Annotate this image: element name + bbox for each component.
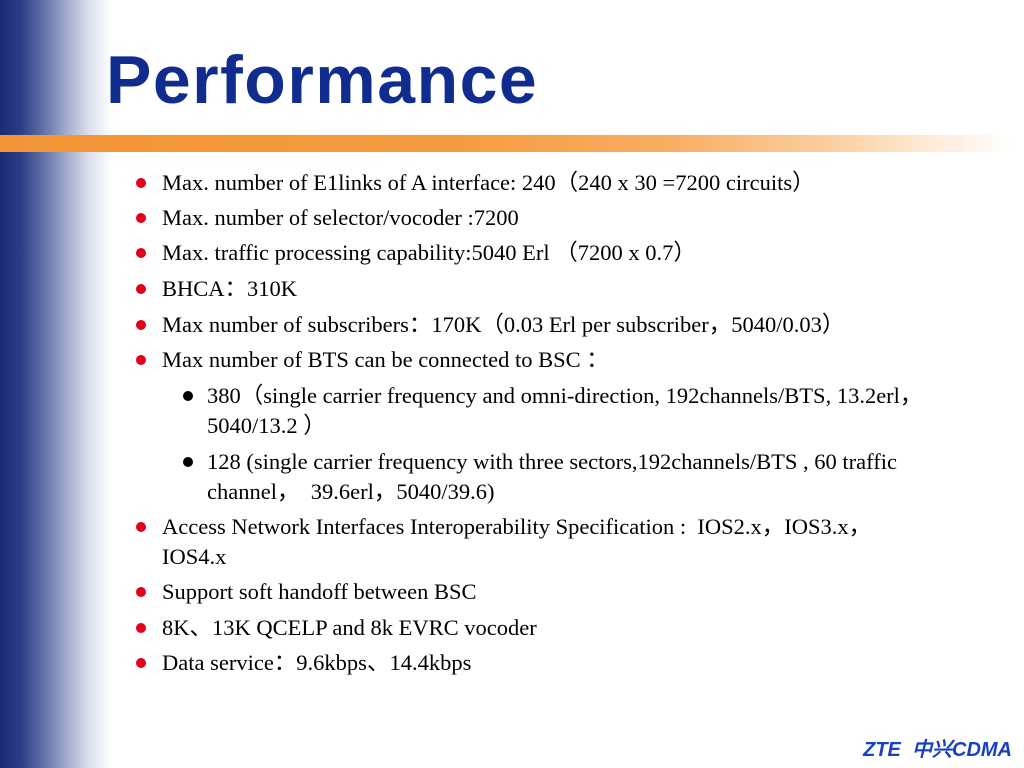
bullet-line: BHCA：310K — [162, 276, 298, 301]
bullet-line: IOS4.x — [162, 544, 227, 569]
bullet-line: Max. number of E1links of A interface: 2… — [162, 170, 815, 195]
red-bullet-icon — [136, 320, 146, 330]
bullet-line: Max number of BTS can be connected to BS… — [162, 347, 609, 372]
sidebar-gradient — [0, 0, 112, 768]
bullet-text: Max number of BTS can be connected to BS… — [162, 345, 609, 375]
bullet-text: 380（single carrier frequency and omni-di… — [207, 381, 922, 441]
red-bullet-icon — [136, 522, 146, 532]
bullet-text: Max. traffic processing capability:5040 … — [162, 238, 696, 268]
red-bullet-icon — [136, 623, 146, 633]
bullet-text: BHCA：310K — [162, 274, 297, 304]
bullet-text: Access Network Interfaces Interoperabili… — [162, 512, 871, 572]
bullet-text: 128 (single carrier frequency with three… — [207, 447, 897, 507]
bullet-line: Max. number of selector/vocoder :7200 — [162, 205, 519, 230]
bullet-text: Max. number of E1links of A interface: 2… — [162, 168, 815, 198]
page-title: Performance — [106, 42, 539, 118]
bullet-line: 5040/13.2 ） — [207, 413, 326, 438]
bullet-line: 128 (single carrier frequency with three… — [207, 449, 897, 474]
bullet-line: Max number of subscribers：170K（0.03 Erl … — [162, 312, 845, 337]
red-bullet-icon — [136, 213, 146, 223]
red-bullet-icon — [136, 248, 146, 258]
bullet-line: Max. traffic processing capability:5040 … — [162, 240, 696, 265]
red-bullet-icon — [136, 587, 146, 597]
red-bullet-icon — [136, 284, 146, 294]
black-bullet-icon — [183, 457, 193, 467]
bullet-line: channel， 39.6erl，5040/39.6) — [207, 479, 495, 504]
bullet-line: Support soft handoff between BSC — [162, 579, 477, 604]
red-bullet-icon — [136, 178, 146, 188]
bullet-text: 8K、13K QCELP and 8k EVRC vocoder — [162, 613, 537, 643]
bullet-text: Max. number of selector/vocoder :7200 — [162, 203, 519, 233]
red-bullet-icon — [136, 355, 146, 365]
bullet-text: Support soft handoff between BSC — [162, 577, 477, 607]
bullet-line: Access Network Interfaces Interoperabili… — [162, 514, 872, 539]
bullet-line: 8K、13K QCELP and 8k EVRC vocoder — [162, 615, 537, 640]
bullet-text: Data service：9.6kbps、14.4kbps — [162, 648, 471, 678]
red-bullet-icon — [136, 658, 146, 668]
bullet-line: 380（single carrier frequency and omni-di… — [207, 383, 923, 408]
black-bullet-icon — [183, 391, 193, 401]
bullet-text: Max number of subscribers：170K（0.03 Erl … — [162, 310, 844, 340]
footer-logo-text: ZTE 中兴CDMA — [863, 739, 1012, 761]
bullet-line: Data service：9.6kbps、14.4kbps — [162, 650, 472, 675]
title-underline-bar — [0, 135, 1024, 152]
